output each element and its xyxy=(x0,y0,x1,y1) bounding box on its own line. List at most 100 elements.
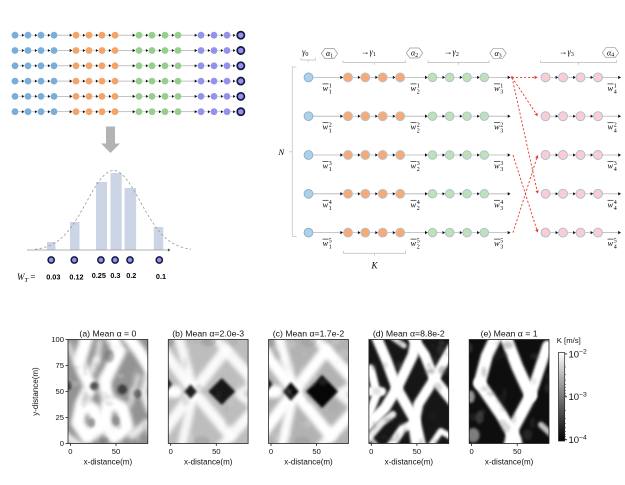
svg-text:3: 3 xyxy=(500,206,503,212)
svg-text:1: 1 xyxy=(329,167,332,173)
svg-text:→: → xyxy=(444,47,453,57)
svg-text:3: 3 xyxy=(500,167,503,173)
svg-text:α3: α3 xyxy=(495,49,502,59)
svg-text:(e) Mean α = 1: (e) Mean α = 1 xyxy=(481,328,538,338)
svg-text:3: 3 xyxy=(500,245,503,251)
svg-text:w: w xyxy=(494,122,500,132)
svg-text:(d) Mean α=8.8e-2: (d) Mean α=8.8e-2 xyxy=(373,328,445,338)
svg-text:1: 1 xyxy=(417,84,420,90)
svg-text:1: 1 xyxy=(329,245,332,251)
svg-text:0.03: 0.03 xyxy=(46,273,60,282)
svg-text:2: 2 xyxy=(417,128,420,134)
svg-text:75: 75 xyxy=(56,361,64,370)
svg-text:4: 4 xyxy=(614,206,617,212)
svg-text:2: 2 xyxy=(500,122,503,128)
svg-text:→: → xyxy=(559,47,568,57)
svg-text:50: 50 xyxy=(312,447,320,456)
svg-text:(a) Mean α = 0: (a) Mean α = 0 xyxy=(79,328,136,338)
svg-text:4: 4 xyxy=(614,245,617,251)
svg-text:w: w xyxy=(411,161,417,171)
svg-text:10−4: 10−4 xyxy=(569,435,588,447)
svg-text:w: w xyxy=(494,199,500,209)
svg-text:1: 1 xyxy=(500,84,503,90)
svg-text:3: 3 xyxy=(329,161,332,167)
svg-text:0.2: 0.2 xyxy=(126,271,136,280)
svg-text:w: w xyxy=(411,238,417,248)
svg-text:w: w xyxy=(323,161,329,171)
svg-text:α2: α2 xyxy=(411,49,418,59)
svg-text:1: 1 xyxy=(329,90,332,96)
svg-text:50: 50 xyxy=(413,447,421,456)
svg-text:4: 4 xyxy=(417,200,420,206)
svg-text:w: w xyxy=(608,122,614,132)
svg-text:10−2: 10−2 xyxy=(569,349,588,361)
svg-text:WT =: WT = xyxy=(17,272,35,284)
svg-text:5: 5 xyxy=(500,239,503,245)
svg-text:4: 4 xyxy=(329,200,332,206)
svg-text:→: → xyxy=(361,47,370,57)
svg-text:α1: α1 xyxy=(326,49,333,59)
svg-text:0: 0 xyxy=(269,447,273,456)
svg-text:50: 50 xyxy=(56,387,64,396)
svg-text:K [m/s]: K [m/s] xyxy=(557,336,581,345)
svg-text:w: w xyxy=(323,83,329,93)
svg-text:0: 0 xyxy=(169,447,173,456)
svg-text:x-distance(m): x-distance(m) xyxy=(385,458,434,467)
svg-text:γ1: γ1 xyxy=(370,47,376,59)
svg-text:w: w xyxy=(411,122,417,132)
svg-text:5: 5 xyxy=(614,239,617,245)
svg-text:50: 50 xyxy=(513,447,521,456)
svg-text:3: 3 xyxy=(500,90,503,96)
svg-text:5: 5 xyxy=(417,239,420,245)
svg-text:0: 0 xyxy=(469,447,473,456)
svg-text:x-distance(m): x-distance(m) xyxy=(84,458,133,467)
svg-text:γ2: γ2 xyxy=(453,47,459,59)
svg-text:4: 4 xyxy=(614,90,617,96)
svg-text:2: 2 xyxy=(417,90,420,96)
svg-text:w: w xyxy=(494,161,500,171)
svg-text:(b) Mean α=2.0e-3: (b) Mean α=2.0e-3 xyxy=(172,328,244,338)
svg-text:25: 25 xyxy=(56,413,64,422)
svg-text:N: N xyxy=(278,147,286,157)
svg-text:5: 5 xyxy=(329,239,332,245)
svg-text:0.1: 0.1 xyxy=(156,272,166,281)
svg-text:w: w xyxy=(323,199,329,209)
svg-text:3: 3 xyxy=(614,161,617,167)
svg-text:w: w xyxy=(608,161,614,171)
svg-text:2: 2 xyxy=(417,167,420,173)
svg-text:4: 4 xyxy=(614,167,617,173)
svg-text:50: 50 xyxy=(212,447,220,456)
svg-text:1: 1 xyxy=(329,128,332,134)
svg-text:4: 4 xyxy=(500,200,503,206)
svg-text:4: 4 xyxy=(614,200,617,206)
svg-text:2: 2 xyxy=(614,122,617,128)
svg-text:w: w xyxy=(411,83,417,93)
svg-text:0: 0 xyxy=(369,447,373,456)
svg-text:x-distance(m): x-distance(m) xyxy=(485,458,534,467)
svg-text:w: w xyxy=(608,199,614,209)
svg-text:w: w xyxy=(411,199,417,209)
svg-text:2: 2 xyxy=(417,122,420,128)
svg-text:0.3: 0.3 xyxy=(110,271,120,280)
svg-text:3: 3 xyxy=(417,161,420,167)
svg-text:0: 0 xyxy=(68,447,72,456)
svg-text:1: 1 xyxy=(614,84,617,90)
svg-text:w: w xyxy=(494,83,500,93)
svg-text:w: w xyxy=(608,83,614,93)
svg-text:K: K xyxy=(371,261,379,271)
svg-text:y-distance(m): y-distance(m) xyxy=(31,367,40,416)
svg-text:100: 100 xyxy=(51,335,64,344)
svg-text:w: w xyxy=(608,238,614,248)
svg-text:x-distance(m): x-distance(m) xyxy=(284,458,333,467)
svg-text:0.25: 0.25 xyxy=(92,271,106,280)
svg-text:3: 3 xyxy=(500,128,503,134)
svg-text:γ0: γ0 xyxy=(302,47,308,59)
svg-text:50: 50 xyxy=(112,447,120,456)
svg-text:γ3: γ3 xyxy=(568,47,574,59)
svg-text:(c) Mean α=1.7e-2: (c) Mean α=1.7e-2 xyxy=(273,328,345,338)
svg-text:0.12: 0.12 xyxy=(69,273,83,282)
svg-text:2: 2 xyxy=(329,122,332,128)
svg-text:w: w xyxy=(323,122,329,132)
svg-text:2: 2 xyxy=(417,245,420,251)
svg-text:3: 3 xyxy=(500,161,503,167)
